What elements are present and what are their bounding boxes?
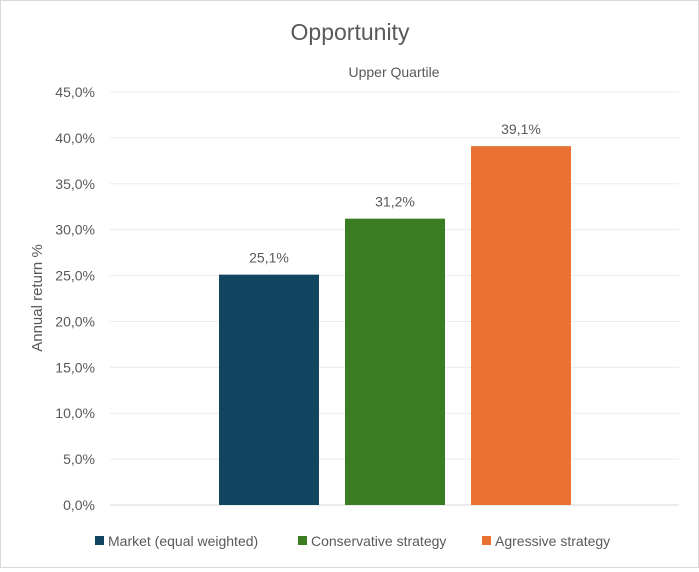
y-tick-label: 35,0% — [55, 176, 95, 192]
chart-title: Opportunity — [291, 19, 410, 45]
bar-0 — [219, 274, 319, 505]
y-tick-label: 5,0% — [63, 451, 95, 467]
legend-label: Market (equal weighted) — [108, 533, 258, 549]
y-tick-label: 45,0% — [55, 84, 95, 100]
y-tick-label: 15,0% — [55, 359, 95, 375]
bar-2 — [471, 146, 571, 505]
y-tick-label: 0,0% — [63, 497, 95, 513]
legend-swatch — [298, 536, 307, 545]
y-tick-label: 25,0% — [55, 268, 95, 284]
legend-label: Agressive strategy — [495, 533, 610, 549]
data-label: 31,2% — [375, 194, 415, 210]
y-axis-label: Annual return % — [29, 244, 46, 352]
data-label: 39,1% — [501, 121, 541, 137]
legend-swatch — [95, 536, 104, 545]
legend-swatch — [482, 536, 491, 545]
y-tick-label: 10,0% — [55, 405, 95, 421]
y-tick-label: 20,0% — [55, 313, 95, 329]
category-label: Upper Quartile — [348, 64, 439, 80]
y-tick-label: 30,0% — [55, 222, 95, 238]
data-label: 25,1% — [249, 250, 289, 266]
bar-1 — [345, 218, 445, 506]
y-tick-label: 40,0% — [55, 130, 95, 146]
legend-label: Conservative strategy — [311, 533, 446, 549]
